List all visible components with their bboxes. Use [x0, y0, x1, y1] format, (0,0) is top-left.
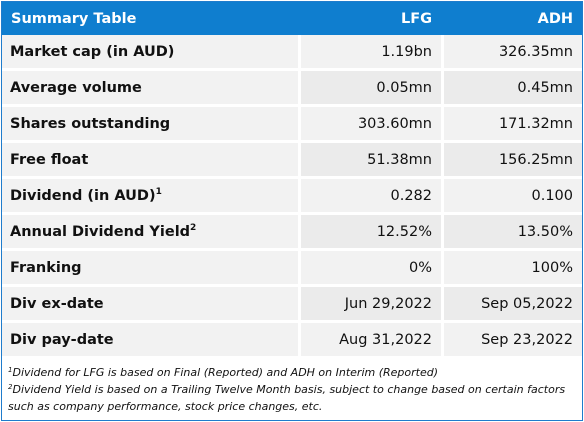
footnote-reference: 2 — [190, 222, 197, 233]
row-label-text: Div pay-date — [10, 331, 114, 348]
column-header-lfg: LFG — [298, 2, 441, 35]
row-label: Div ex-date — [2, 287, 298, 323]
table-header-row: Summary Table LFG ADH — [2, 2, 582, 35]
row-label: Market cap (in AUD) — [2, 35, 298, 71]
adh-value: 0.100 — [441, 179, 582, 215]
table-body: Market cap (in AUD) 1.19bn 326.35mn Average… — [2, 35, 582, 359]
row-label: Annual Dividend Yield2 — [2, 215, 298, 251]
table-row: Market cap (in AUD) 1.19bn 326.35mn — [2, 35, 582, 71]
row-label: Average volume — [2, 71, 298, 107]
footnote-reference: 1 — [155, 186, 162, 197]
row-label: Franking — [2, 251, 298, 287]
row-label-text: Franking — [10, 259, 82, 276]
footnotes: 1Dividend for LFG is based on Final (Rep… — [8, 364, 574, 415]
adh-value: 13.50% — [441, 215, 582, 251]
lfg-value: 1.19bn — [298, 35, 441, 71]
row-label-text: Average volume — [10, 79, 142, 96]
lfg-value: 0.05mn — [298, 71, 441, 107]
adh-value: Sep 05,2022 — [441, 287, 582, 323]
adh-value: 156.25mn — [441, 143, 582, 179]
lfg-value: 51.38mn — [298, 143, 441, 179]
table-row: Free float 51.38mn 156.25mn — [2, 143, 582, 179]
lfg-value: 0% — [298, 251, 441, 287]
lfg-value: 12.52% — [298, 215, 441, 251]
footnote-text: Dividend for LFG is based on Final (Repo… — [12, 366, 439, 379]
row-label-text: Market cap (in AUD) — [10, 43, 175, 60]
row-label-text: Annual Dividend Yield — [10, 223, 191, 240]
table-row: Average volume 0.05mn 0.45mn — [2, 71, 582, 107]
footnote-marker: 1 — [8, 366, 13, 374]
adh-value: 326.35mn — [441, 35, 582, 71]
table-row: Annual Dividend Yield2 12.52% 13.50% — [2, 215, 582, 251]
table-row: Dividend (in AUD)1 0.282 0.100 — [2, 179, 582, 215]
summary-table: Summary Table LFG ADH Market cap (in AUD… — [2, 2, 582, 359]
lfg-value: Jun 29,2022 — [298, 287, 441, 323]
row-label: Dividend (in AUD)1 — [2, 179, 298, 215]
column-header-adh: ADH — [441, 2, 582, 35]
row-label-text: Free float — [10, 151, 89, 168]
adh-value: Sep 23,2022 — [441, 323, 582, 359]
row-label: Free float — [2, 143, 298, 179]
table-title: Summary Table — [2, 2, 298, 35]
row-label: Div pay-date — [2, 323, 298, 359]
footnote: 2Dividend Yield is based on a Trailing T… — [8, 381, 574, 415]
lfg-value: Aug 31,2022 — [298, 323, 441, 359]
row-label-text: Shares outstanding — [10, 115, 171, 132]
adh-value: 100% — [441, 251, 582, 287]
adh-value: 171.32mn — [441, 107, 582, 143]
lfg-value: 303.60mn — [298, 107, 441, 143]
table-row: Div ex-date Jun 29,2022 Sep 05,2022 — [2, 287, 582, 323]
table-row: Shares outstanding 303.60mn 171.32mn — [2, 107, 582, 143]
footnote: 1Dividend for LFG is based on Final (Rep… — [8, 364, 574, 381]
table-row: Franking 0% 100% — [2, 251, 582, 287]
row-label-text: Div ex-date — [10, 295, 104, 312]
table-row: Div pay-date Aug 31,2022 Sep 23,2022 — [2, 323, 582, 359]
footnote-text: Dividend Yield is based on a Trailing Tw… — [8, 383, 566, 413]
row-label: Shares outstanding — [2, 107, 298, 143]
adh-value: 0.45mn — [441, 71, 582, 107]
lfg-value: 0.282 — [298, 179, 441, 215]
footnote-marker: 2 — [8, 383, 13, 391]
row-label-text: Dividend (in AUD) — [10, 187, 156, 204]
